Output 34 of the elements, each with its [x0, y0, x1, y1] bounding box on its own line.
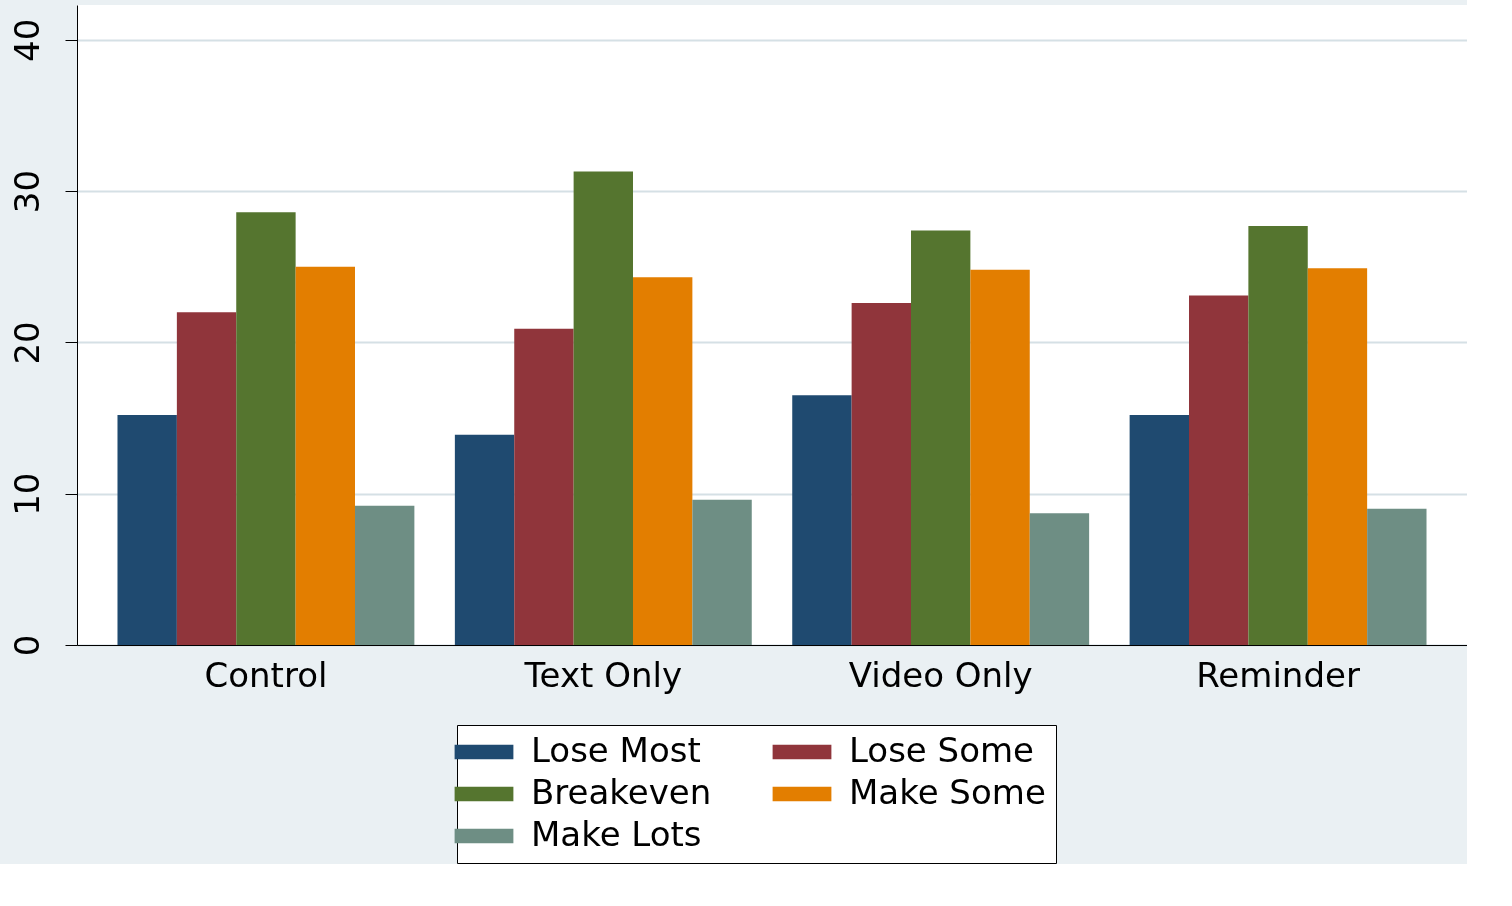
legend-label: Make Some — [849, 772, 1046, 812]
legend-label: Lose Some — [849, 730, 1035, 770]
bar — [633, 277, 693, 645]
bar — [1307, 268, 1368, 645]
bar — [117, 415, 177, 645]
legend-label: Lose Most — [531, 730, 701, 770]
bar — [1189, 295, 1249, 645]
x-tick-label: Video Only — [848, 654, 1033, 695]
y-tick-label: 10 — [6, 472, 47, 516]
y-tick-label: 30 — [6, 169, 47, 214]
bar — [692, 499, 752, 645]
legend-label: Make Lots — [531, 814, 702, 854]
bar — [573, 171, 633, 645]
y-tick-label: 0 — [6, 634, 47, 657]
x-tick-label: Control — [204, 654, 328, 695]
bar — [1129, 415, 1189, 645]
legend-label: Breakeven — [531, 772, 712, 812]
bar — [1367, 508, 1427, 645]
bar — [970, 269, 1030, 645]
bar — [792, 395, 852, 645]
bar — [1248, 225, 1308, 645]
y-tick-label: 40 — [6, 18, 47, 62]
x-tick-label: Text Only — [523, 654, 683, 695]
bar — [295, 266, 355, 645]
bar — [911, 230, 971, 645]
bar — [1029, 513, 1090, 645]
bar — [851, 303, 911, 645]
bar — [454, 434, 515, 645]
bar — [355, 505, 415, 645]
y-tick-label: 20 — [6, 321, 47, 365]
bar — [514, 328, 574, 645]
bar — [176, 312, 237, 645]
bar — [236, 212, 296, 645]
x-tick-label: Reminder — [1196, 654, 1360, 695]
